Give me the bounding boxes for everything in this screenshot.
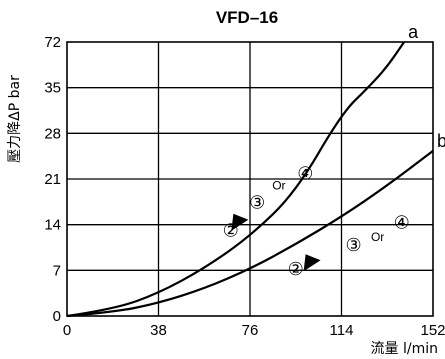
y-tick-label: 35	[44, 80, 61, 97]
x-tick-label: 114	[330, 322, 354, 339]
curves: ab	[66, 22, 445, 318]
series-line-b	[66, 150, 434, 318]
chart-title: VFD–16	[216, 8, 278, 27]
y-tick-label: 0	[53, 308, 61, 325]
x-tick-label: 0	[63, 322, 71, 339]
annotation-label: ③	[345, 235, 361, 255]
y-tick-label: 28	[44, 125, 61, 142]
series-label-b: b	[437, 131, 445, 151]
y-tick-label: 14	[44, 217, 61, 234]
annotation-label: ④	[394, 213, 410, 233]
y-tick-label: 21	[44, 171, 61, 188]
series-line-a	[66, 41, 406, 318]
annotation-label: ④	[297, 164, 313, 184]
y-tick-label: 7	[53, 262, 61, 279]
annotation-label: Or	[272, 178, 285, 192]
series-label-a: a	[408, 22, 419, 42]
x-axis-label: 流量 l/min	[371, 341, 438, 357]
flow-arrow-icon	[231, 213, 249, 231]
flow-arrow-icon	[303, 254, 321, 272]
annotation-label: ③	[249, 192, 265, 212]
y-axis-label: 壓力降ΔP bar	[7, 75, 23, 163]
annotation-label: ②	[288, 259, 304, 279]
x-tick-label: 38	[150, 322, 167, 339]
annotation-label: Or	[371, 230, 384, 244]
x-tick-label: 76	[242, 322, 259, 339]
tick-labels: 0 7 14 21 28 35 72 0 38 76 114 152	[44, 34, 445, 339]
plot-frame	[66, 41, 434, 317]
y-tick-label: 72	[44, 34, 61, 51]
x-tick-label: 152	[420, 322, 445, 339]
grid	[66, 41, 434, 317]
